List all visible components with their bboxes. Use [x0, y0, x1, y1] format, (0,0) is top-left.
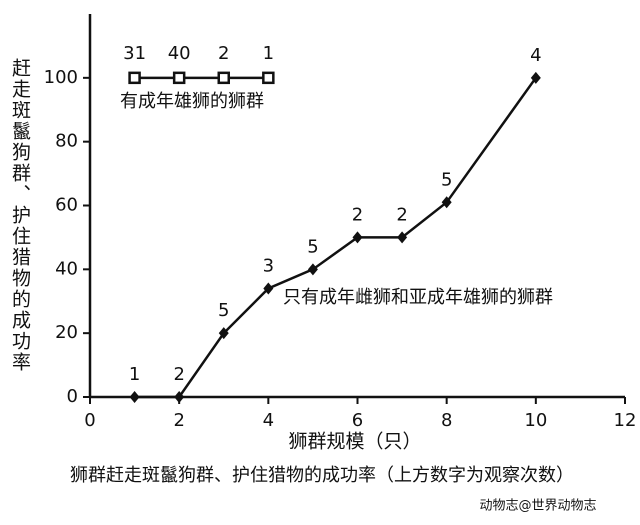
count-label: 5 [218, 300, 229, 321]
marker [397, 231, 408, 244]
series-name: 有成年雄狮的狮群 [120, 91, 264, 112]
x-tick-label: 12 [614, 410, 637, 431]
x-tick-label: 10 [524, 410, 547, 431]
series-line [134, 77, 537, 399]
count-label: 4 [530, 45, 541, 66]
count-label: 2 [352, 204, 363, 225]
count-label: 1 [263, 43, 274, 64]
x-tick-label: 2 [173, 410, 184, 431]
x-tick-label: 4 [263, 410, 274, 431]
y-tick-label: 80 [55, 131, 78, 152]
marker [262, 71, 275, 85]
watermark: 动物志@世界动物志 [479, 499, 596, 514]
x-tick-label: 0 [84, 410, 95, 431]
marker [128, 71, 141, 85]
y-tick-label: 0 [67, 386, 78, 407]
count-label: 5 [441, 169, 452, 190]
marker [217, 71, 230, 85]
count-label: 2 [396, 204, 407, 225]
count-label: 31 [123, 43, 146, 64]
marker [172, 71, 186, 85]
x-tick-label: 6 [352, 410, 363, 431]
count-label: 1 [129, 364, 140, 385]
marker [218, 327, 229, 340]
marker [352, 231, 363, 244]
count-label: 3 [263, 255, 274, 276]
marker [530, 71, 541, 84]
caption: 狮群赶走斑鬣狗群、护住猎物的成功率（上方数字为观察次数） [70, 465, 574, 486]
count-label: 2 [173, 364, 184, 385]
marker [263, 282, 274, 295]
y-tick-label: 100 [44, 67, 78, 88]
count-label: 40 [168, 43, 191, 64]
y-axis-label: 赶走斑鬣狗群、护住猎物的成功率 [9, 58, 31, 373]
marker [174, 391, 185, 403]
y-tick-label: 20 [55, 322, 78, 343]
marker [441, 196, 452, 209]
x-axis-label: 狮群规模（只） [288, 431, 421, 453]
count-label: 5 [307, 236, 318, 257]
marker [129, 391, 140, 403]
y-tick-label: 40 [55, 258, 78, 279]
marker [307, 263, 318, 276]
y-tick-label: 60 [55, 195, 78, 216]
series-name: 只有成年雌狮和亚成年雄狮的狮群 [283, 287, 553, 308]
count-label: 2 [218, 43, 229, 64]
x-tick-label: 8 [441, 410, 452, 431]
